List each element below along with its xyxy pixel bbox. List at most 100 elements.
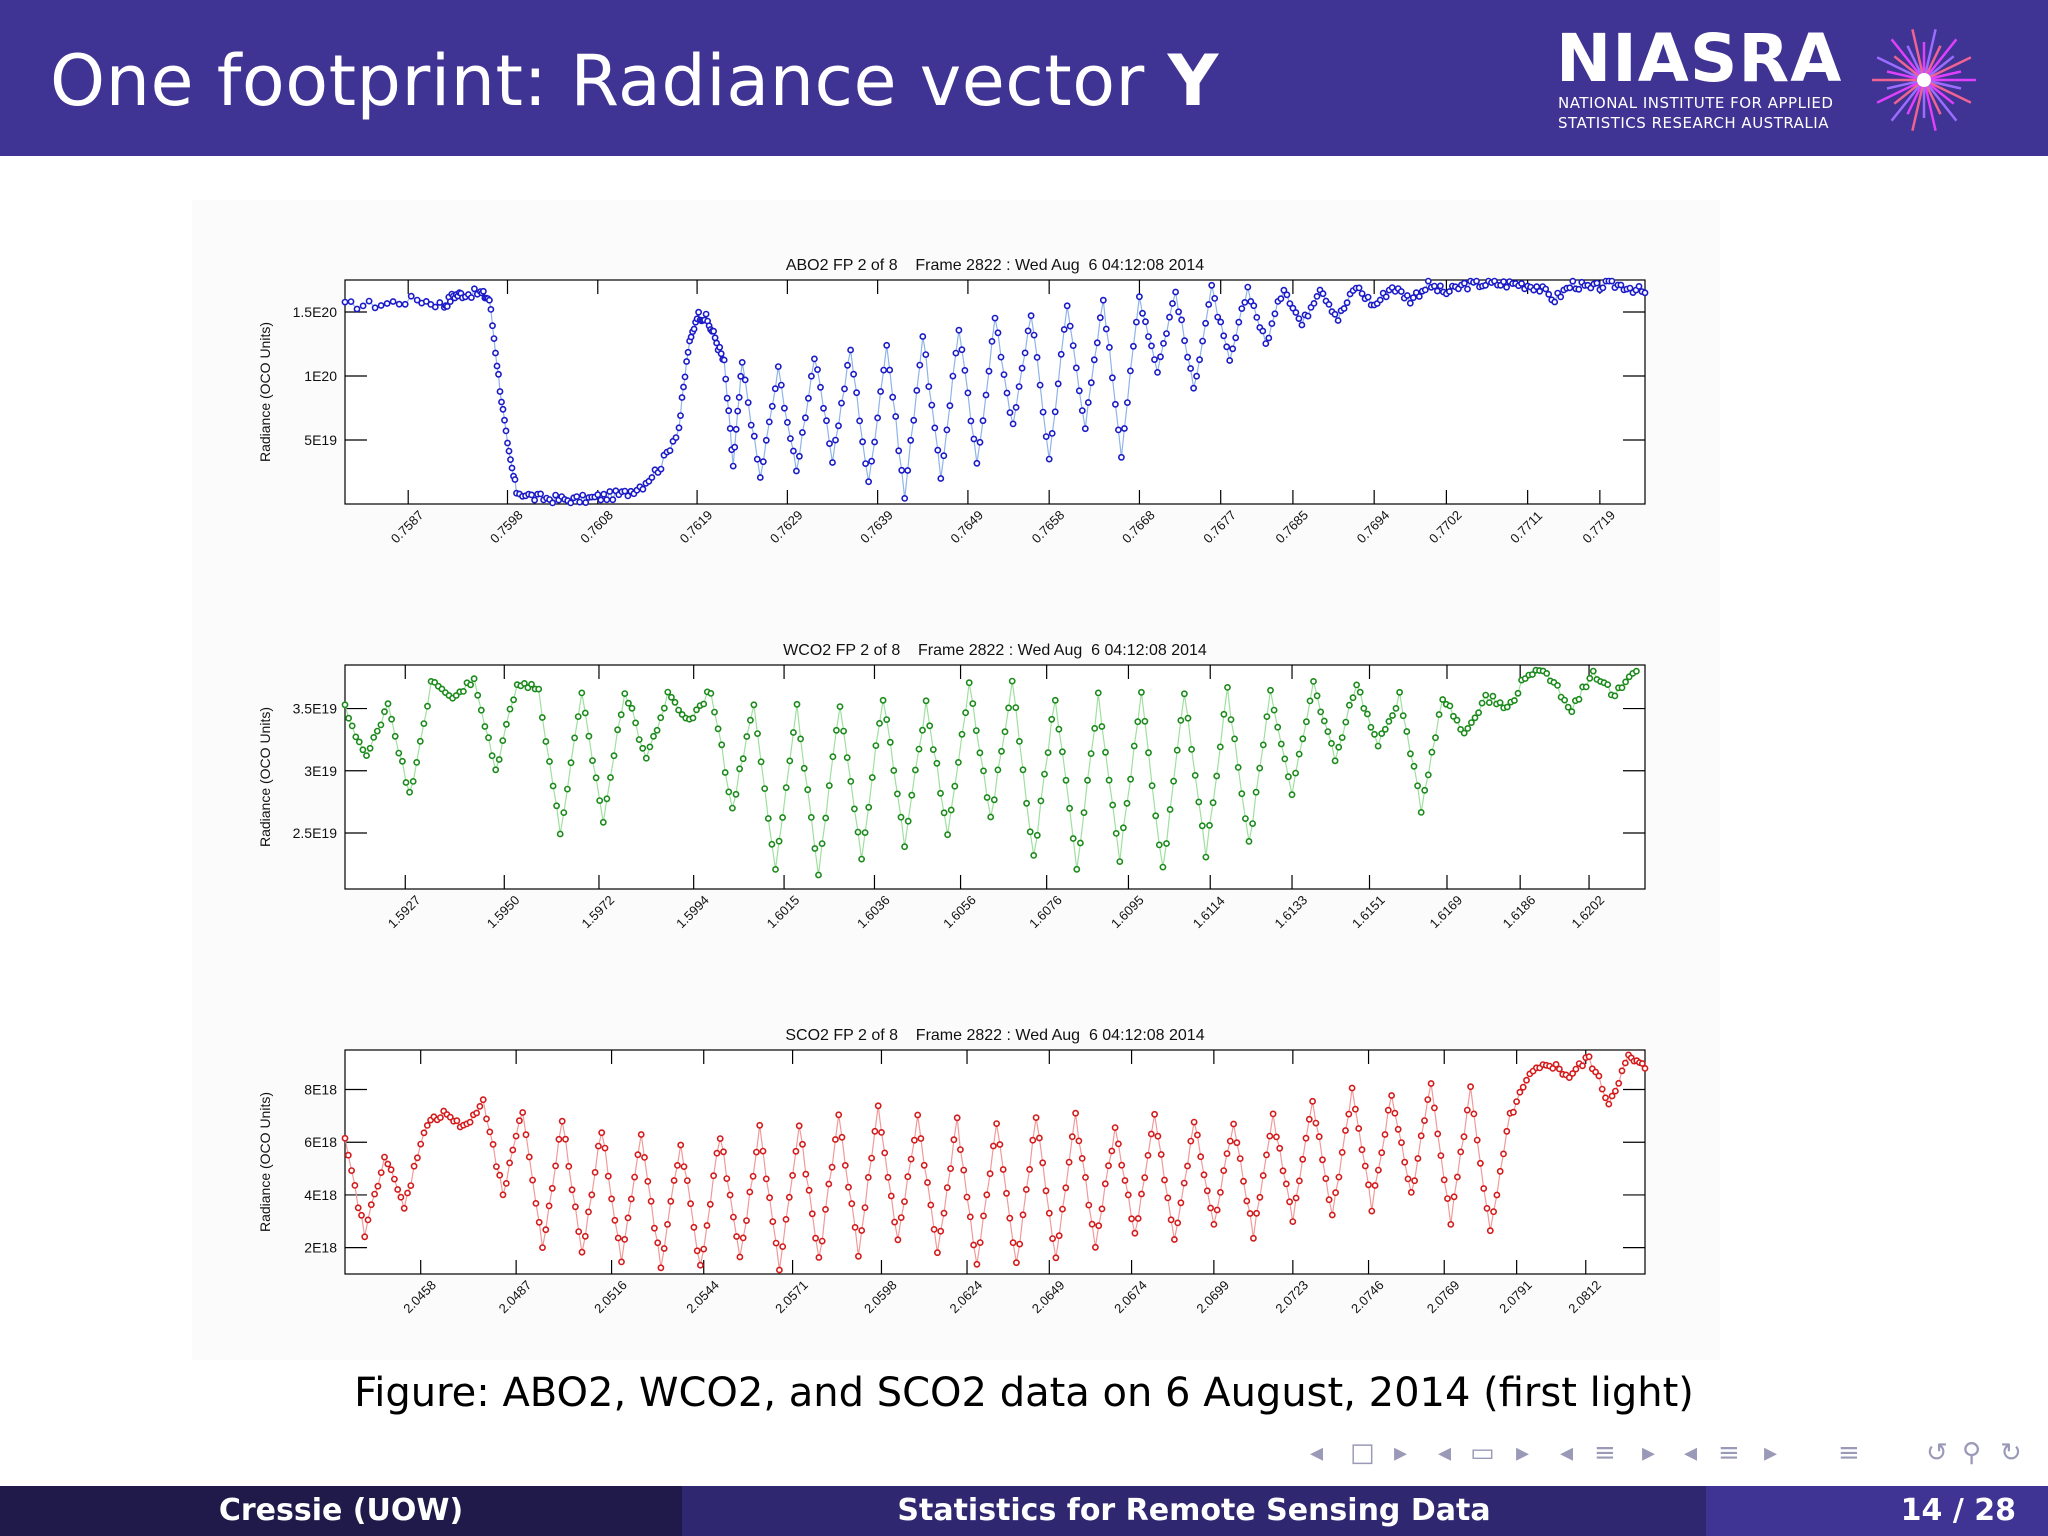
data-point bbox=[604, 1172, 612, 1180]
data-point bbox=[548, 1184, 556, 1192]
data-point bbox=[1042, 433, 1050, 440]
data-point bbox=[833, 726, 840, 734]
data-point bbox=[736, 1253, 744, 1261]
data-point bbox=[944, 831, 951, 839]
data-point bbox=[1617, 281, 1625, 289]
data-point bbox=[808, 1210, 816, 1218]
data-point bbox=[749, 1172, 757, 1180]
data-point bbox=[1095, 1222, 1103, 1230]
data-point bbox=[843, 754, 851, 761]
data-point bbox=[502, 720, 510, 728]
data-point bbox=[1008, 677, 1016, 685]
data-point bbox=[1421, 786, 1429, 794]
data-point bbox=[1048, 429, 1056, 437]
x-tick-label: 2.0624 bbox=[947, 1277, 986, 1316]
data-point bbox=[1490, 1208, 1497, 1216]
data-point bbox=[1365, 1181, 1372, 1189]
data-point bbox=[1127, 775, 1134, 783]
data-point bbox=[998, 747, 1005, 755]
nav-frame-prev-icon[interactable]: ◂ bbox=[1310, 1438, 1324, 1468]
data-point bbox=[879, 696, 887, 704]
nav-search-icon[interactable]: ⚲ bbox=[1962, 1438, 1982, 1468]
data-point bbox=[811, 845, 819, 852]
nav-frame-next-icon[interactable]: ▸ bbox=[1394, 1438, 1408, 1468]
data-point bbox=[890, 767, 898, 774]
data-point bbox=[1045, 455, 1053, 463]
data-point bbox=[687, 1200, 694, 1208]
data-point bbox=[1277, 740, 1285, 748]
x-tick-label: 1.5927 bbox=[385, 892, 424, 931]
data-point bbox=[1163, 330, 1170, 337]
data-point bbox=[535, 685, 543, 693]
data-point bbox=[481, 723, 489, 730]
data-point bbox=[1460, 729, 1468, 737]
nav-subsection-prev-icon[interactable]: ◂ bbox=[1438, 1438, 1452, 1468]
data-point bbox=[757, 758, 765, 766]
data-point bbox=[1177, 1199, 1185, 1207]
data-point bbox=[1161, 1176, 1168, 1184]
data-point bbox=[1256, 1193, 1264, 1201]
nav-forward-icon[interactable]: ↻ bbox=[2000, 1438, 2022, 1468]
data-point bbox=[723, 1175, 731, 1182]
data-point bbox=[535, 1218, 543, 1226]
data-point bbox=[986, 1170, 994, 1178]
data-point bbox=[744, 399, 752, 406]
data-point bbox=[970, 435, 978, 443]
data-point bbox=[1105, 776, 1113, 784]
data-point bbox=[1191, 772, 1199, 779]
data-point bbox=[1263, 1151, 1270, 1159]
data-point bbox=[1374, 742, 1382, 750]
data-point bbox=[1241, 299, 1249, 306]
data-point bbox=[730, 1213, 737, 1221]
x-tick-label: 2.0487 bbox=[496, 1277, 535, 1316]
nav-document-icon[interactable]: ≡ bbox=[1718, 1438, 1740, 1468]
data-point bbox=[1003, 1189, 1010, 1197]
data-point bbox=[1397, 288, 1405, 295]
nav-subsection-next-icon[interactable]: ▸ bbox=[1516, 1438, 1530, 1468]
data-point bbox=[1602, 1094, 1609, 1102]
data-point bbox=[1005, 704, 1012, 712]
nav-frame-icon[interactable]: □ bbox=[1350, 1438, 1375, 1468]
data-point bbox=[841, 1162, 849, 1169]
data-point bbox=[529, 1176, 536, 1184]
nav-section-next-icon[interactable]: ▸ bbox=[1642, 1438, 1656, 1468]
data-point bbox=[825, 1180, 833, 1188]
data-point bbox=[1243, 1197, 1251, 1205]
data-point bbox=[1259, 327, 1267, 335]
nav-back-icon[interactable]: ↺ bbox=[1926, 1438, 1948, 1468]
data-point bbox=[344, 1151, 352, 1159]
nav-section-icon[interactable]: ≡ bbox=[1594, 1438, 1616, 1468]
data-point bbox=[782, 1216, 790, 1223]
data-point bbox=[911, 1136, 918, 1144]
data-point bbox=[1003, 389, 1011, 397]
data-point bbox=[926, 722, 934, 730]
data-point bbox=[912, 766, 919, 774]
nav-appendix-icon[interactable]: ≡ bbox=[1838, 1438, 1860, 1468]
data-point bbox=[1013, 1259, 1020, 1267]
nav-section-prev-icon[interactable]: ◂ bbox=[1560, 1438, 1574, 1468]
data-point bbox=[680, 383, 687, 391]
data-point bbox=[390, 1175, 398, 1183]
data-point bbox=[987, 813, 995, 821]
data-point bbox=[868, 457, 875, 465]
data-point bbox=[1312, 1119, 1320, 1127]
data-point bbox=[1194, 1131, 1201, 1139]
data-point bbox=[1175, 308, 1182, 316]
data-point bbox=[578, 1248, 586, 1256]
data-point bbox=[825, 782, 833, 789]
data-point bbox=[683, 358, 690, 365]
data-point bbox=[370, 734, 378, 741]
data-point bbox=[792, 1147, 800, 1155]
data-point bbox=[1062, 1184, 1070, 1192]
data-point bbox=[1431, 282, 1438, 290]
nav-document-next-icon[interactable]: ▸ bbox=[1764, 1438, 1778, 1468]
data-point bbox=[1406, 299, 1414, 307]
nav-document-prev-icon[interactable]: ◂ bbox=[1684, 1438, 1698, 1468]
data-point bbox=[470, 675, 478, 683]
data-point bbox=[1618, 1067, 1626, 1075]
data-point bbox=[746, 1188, 754, 1196]
nav-subsection-icon[interactable]: ▭ bbox=[1470, 1438, 1495, 1468]
data-point bbox=[1093, 339, 1101, 347]
data-point bbox=[592, 774, 600, 782]
x-tick-label: 2.0458 bbox=[400, 1277, 439, 1316]
